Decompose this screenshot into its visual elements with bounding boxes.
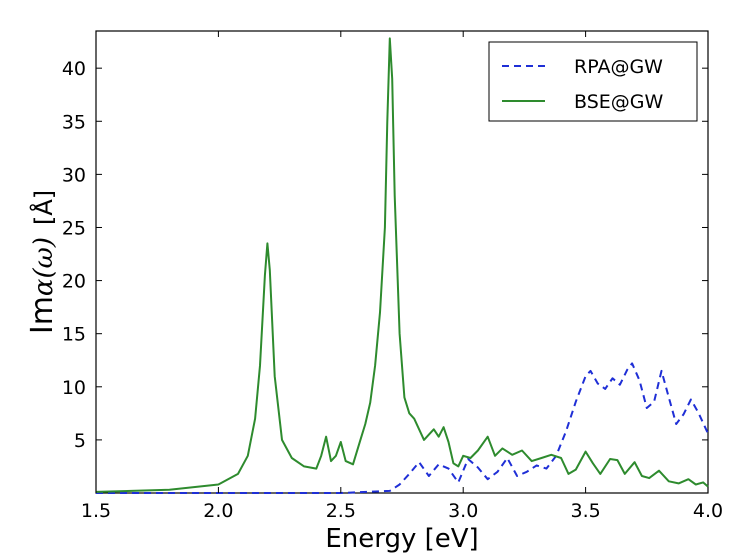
x-tick-label: 1.5	[81, 500, 111, 522]
y-tick-label: 35	[62, 111, 86, 133]
x-axis-ticks: 1.5 2.0 2.5 3.0 3.5 4.0	[81, 31, 723, 522]
legend-label-rpa: RPA@GW	[574, 56, 663, 78]
x-tick-label: 3.0	[448, 500, 478, 522]
y-tick-label: 40	[62, 58, 86, 80]
y-axis-title-symbol: α(ω)	[29, 237, 59, 296]
x-tick-label: 3.5	[570, 500, 600, 522]
y-tick-label: 10	[62, 377, 86, 399]
y-tick-label: 5	[74, 430, 86, 452]
svg-text:Imα(ω)[Å]: Imα(ω) [Å]	[25, 190, 60, 334]
y-axis-title: Imα(ω) [Å]	[25, 190, 60, 334]
series-layer	[95, 37, 709, 494]
x-tick-label: 4.0	[693, 500, 723, 522]
x-tick-label: 2.5	[326, 500, 356, 522]
y-tick-label: 15	[62, 324, 86, 346]
series-line-bse	[95, 37, 709, 493]
y-tick-label: 25	[62, 217, 86, 239]
y-axis-title-unit: [Å]	[29, 190, 58, 225]
legend-box	[488, 41, 698, 122]
x-axis-title: Energy [eV]	[325, 524, 478, 554]
y-axis-ticks: 5 10 15 20 25 30 35 40	[62, 58, 708, 452]
y-axis-title-prefix: Im	[25, 296, 60, 334]
y-tick-label: 20	[62, 271, 86, 293]
y-tick-label: 30	[62, 164, 86, 186]
x-tick-label: 2.0	[203, 500, 233, 522]
legend: RPA@GW BSE@GW	[488, 41, 698, 122]
legend-label-bse: BSE@GW	[574, 91, 663, 113]
